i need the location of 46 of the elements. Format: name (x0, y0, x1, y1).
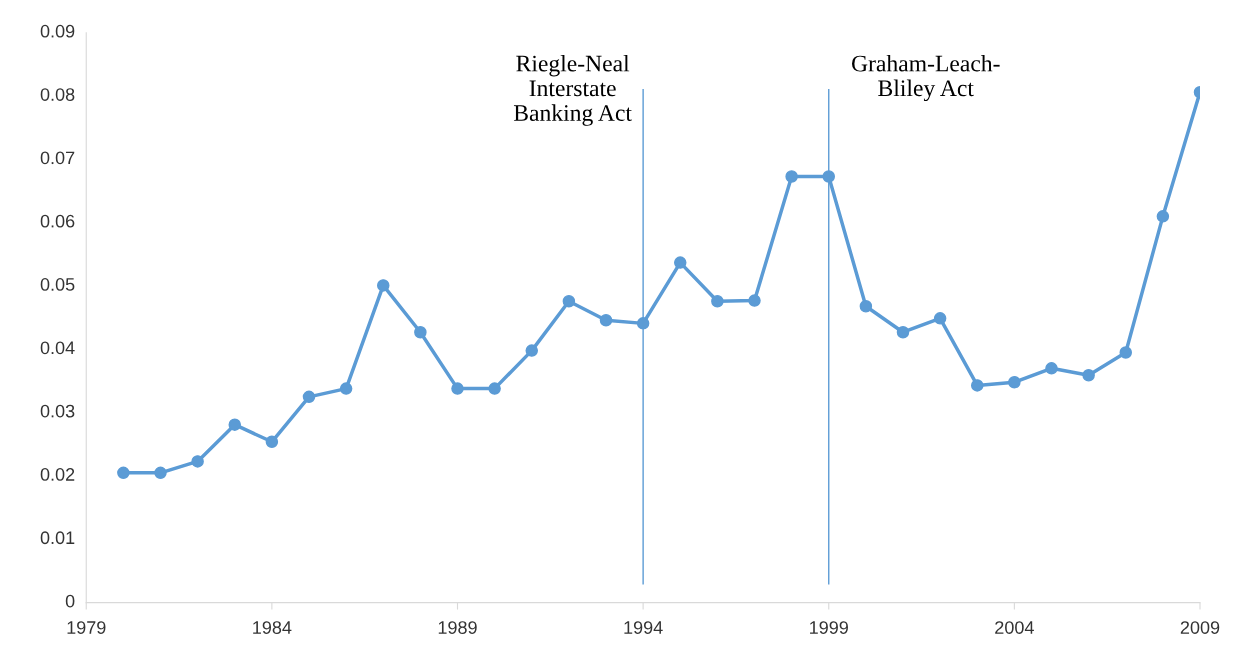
point (265, 435, 279, 449)
y-tick-label: 0.07 (40, 151, 75, 165)
point (785, 170, 798, 183)
point (896, 325, 910, 339)
x-tick-label: 1989 (438, 621, 477, 634)
point (154, 466, 167, 480)
point (414, 325, 427, 339)
y-tick-label: 0.04 (40, 341, 75, 355)
y-tick-label: 0.09 (40, 24, 75, 38)
y-tick-label: 0.03 (40, 404, 75, 418)
point (1045, 362, 1058, 375)
point (970, 379, 984, 392)
point (302, 390, 316, 404)
point (228, 418, 242, 431)
point (1156, 210, 1170, 223)
x-tick-label: 1999 (810, 621, 848, 634)
y-tick-label: 0.05 (40, 278, 75, 291)
point (451, 382, 464, 395)
point (711, 294, 724, 308)
point (562, 294, 576, 308)
point (376, 279, 390, 292)
point (933, 312, 947, 325)
y-tick-label: 0.01 (40, 531, 75, 545)
x-tick-label: 1984 (253, 621, 292, 634)
point (748, 294, 761, 307)
point (599, 313, 613, 327)
point (191, 455, 204, 468)
point (117, 466, 130, 480)
point (1008, 376, 1021, 389)
point (673, 256, 687, 269)
x-tick-label: 1994 (624, 621, 663, 634)
x-tick-label: 1979 (67, 621, 106, 634)
ref-line-label: Riegle-Neal Interstate Banking Act (513, 54, 632, 126)
point (488, 382, 501, 395)
x-tick-label: 2009 (1180, 621, 1220, 634)
y-tick-label: 0 (65, 594, 75, 608)
point (1082, 369, 1095, 382)
y-tick-label: 0.08 (40, 88, 75, 101)
point (859, 300, 873, 313)
point (1119, 346, 1133, 359)
point (339, 382, 353, 395)
ref-line-label: Graham-Leach- Bliley Act (852, 54, 1000, 102)
y-tick-label: 0.02 (40, 468, 75, 481)
x-tick-label: 2004 (995, 621, 1034, 634)
y-tick-label: 0.06 (40, 214, 75, 228)
point (525, 344, 539, 357)
